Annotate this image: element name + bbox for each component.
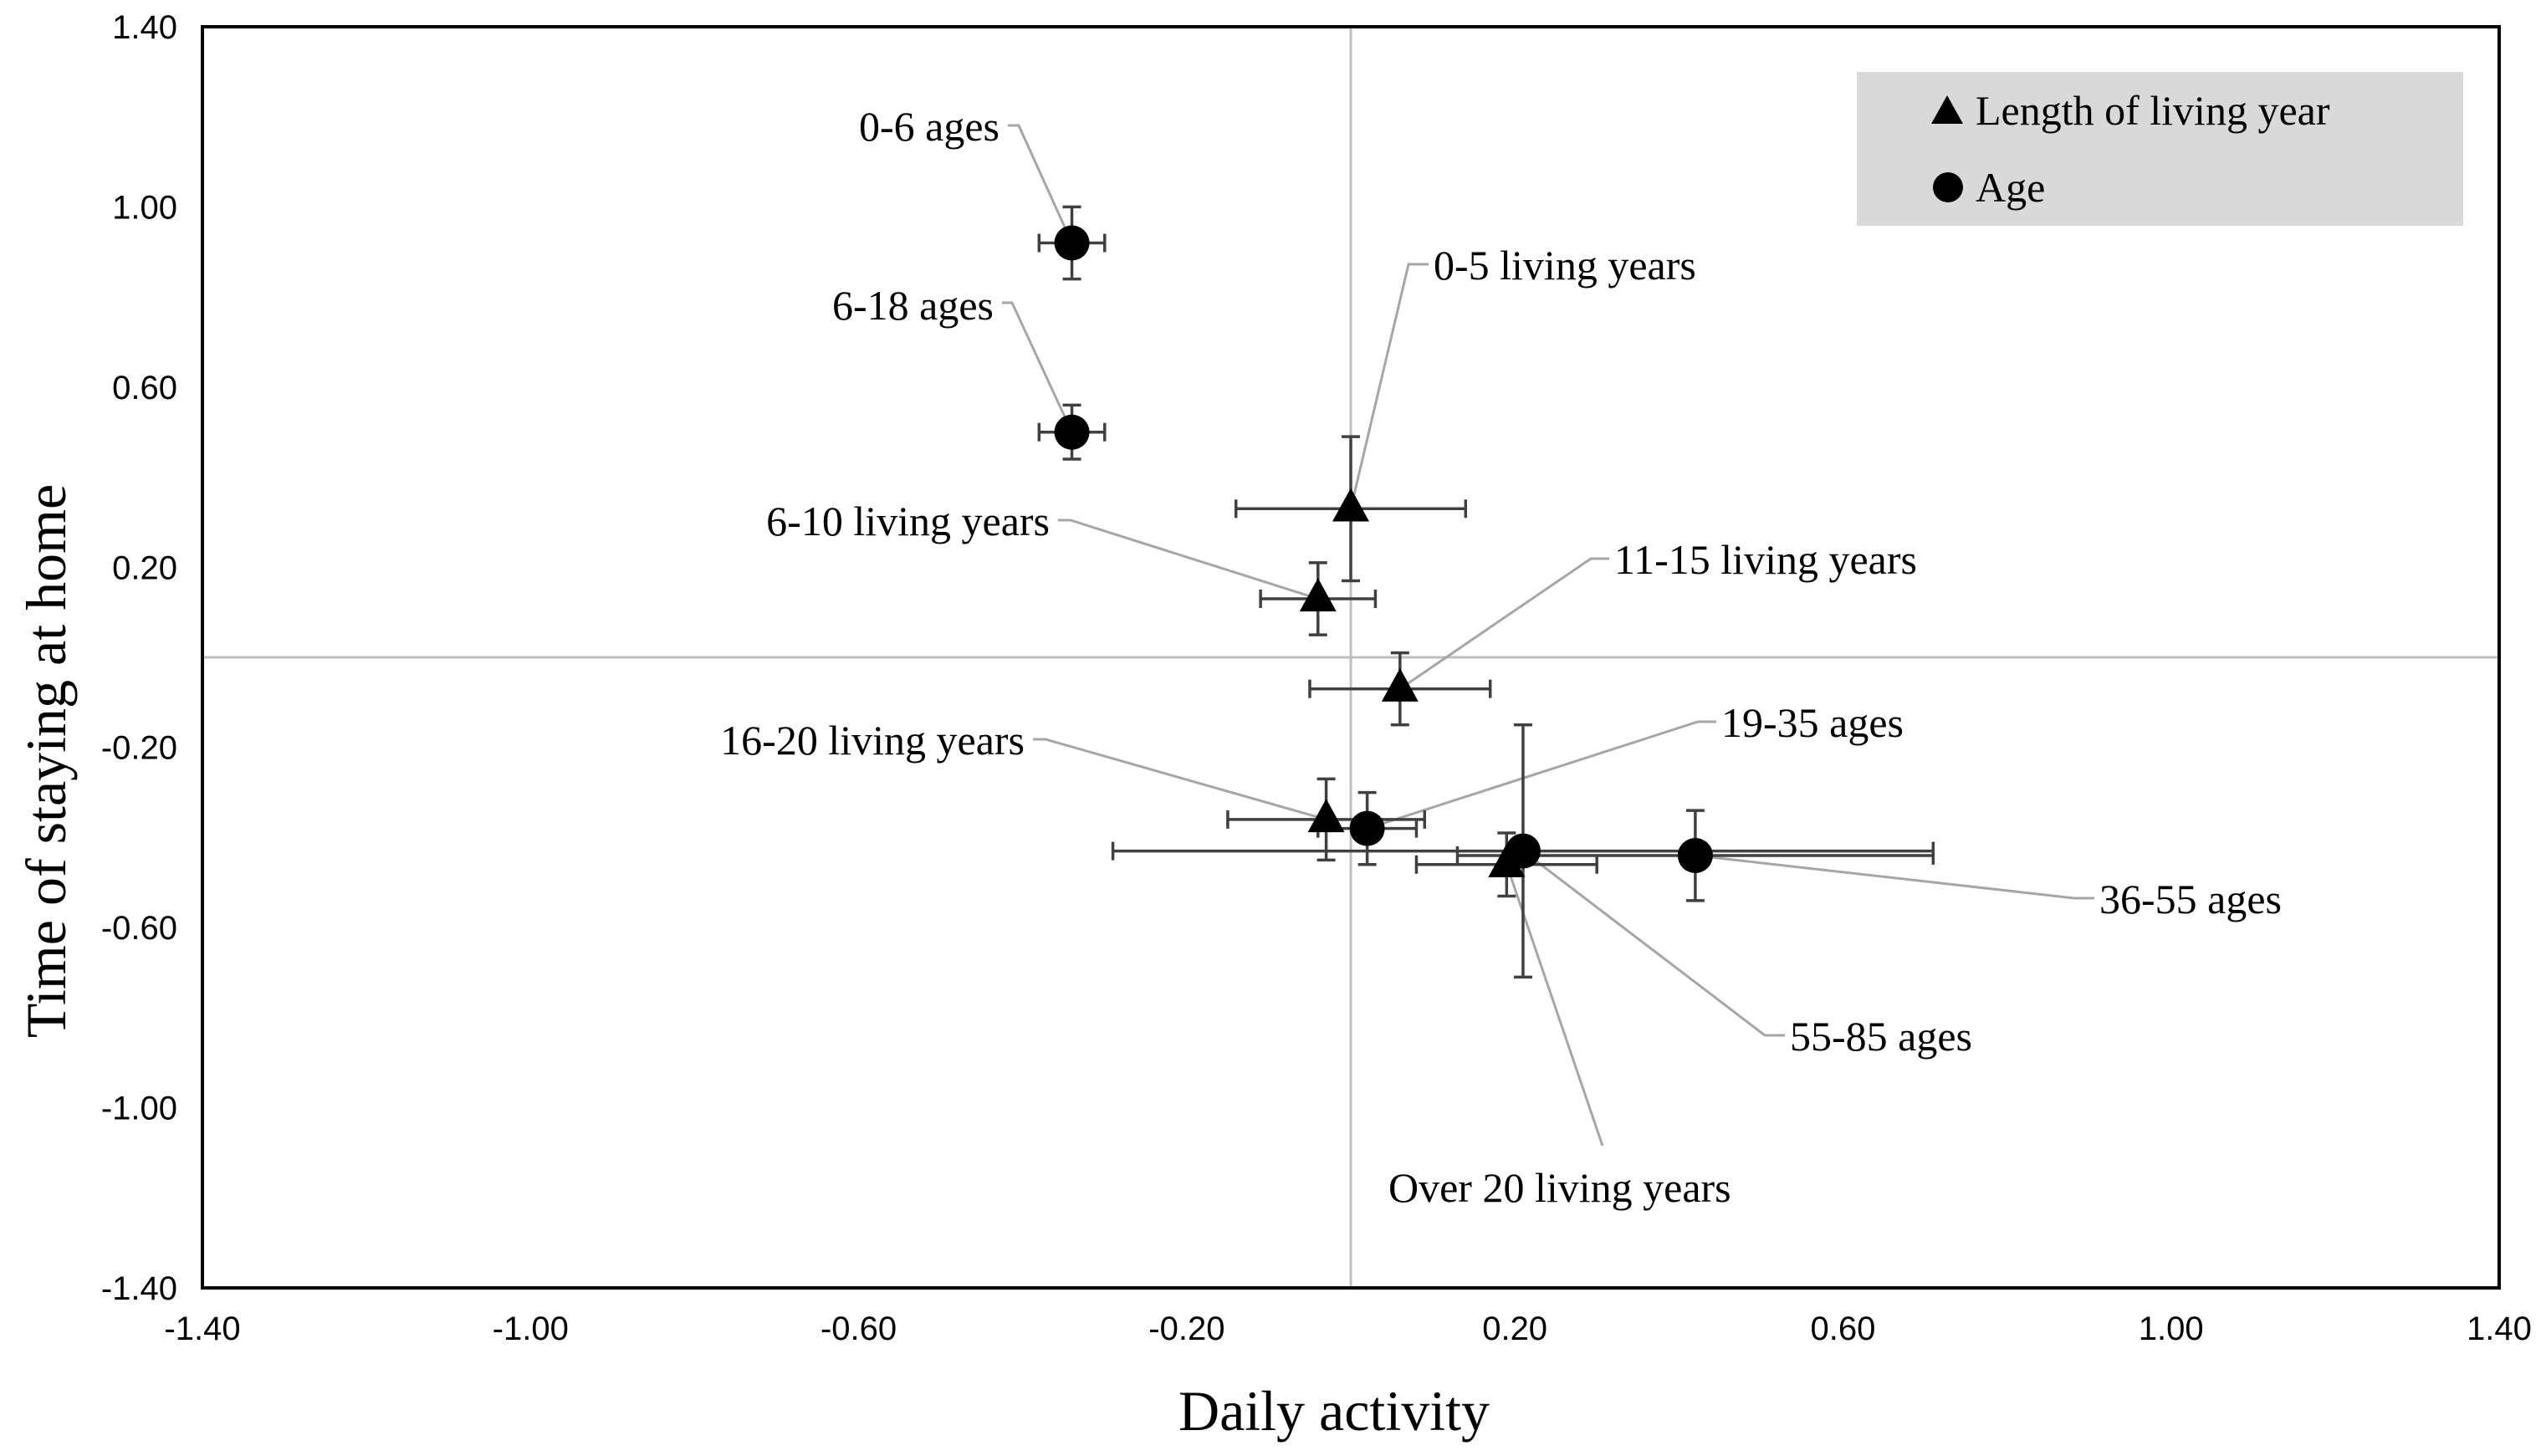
- circle-marker-19-35-ages: [1349, 810, 1385, 846]
- leader-line-6-18-ages: [1002, 301, 1073, 433]
- data-markers: [1054, 225, 1713, 877]
- x-tick-label: 1.40: [2467, 1310, 2532, 1347]
- circle-marker-55-85-ages: [1505, 833, 1541, 869]
- legend-triangle-icon: [1931, 95, 1963, 124]
- y-tick-label: -0.60: [101, 910, 177, 947]
- triangle-marker-16-20-living-years: [1307, 799, 1345, 833]
- y-axis-title: Time of staying at home: [14, 484, 78, 1038]
- triangle-marker-11-15-living-years: [1381, 667, 1419, 702]
- annotation-36-55-ages: 36-55 ages: [2099, 876, 2282, 922]
- leader-line-6-10-living-years: [1058, 519, 1319, 600]
- plot-frame: [201, 25, 2501, 1290]
- y-tick-label: -0.20: [101, 730, 177, 767]
- x-tick-label: -0.60: [821, 1310, 897, 1347]
- legend-label-age: Age: [1976, 164, 2045, 211]
- circle-marker-36-55-ages: [1677, 837, 1713, 873]
- legend-box: [1857, 72, 2463, 226]
- annotation-55-85-ages: 55-85 ages: [1790, 1013, 1972, 1060]
- legend-label-length-of-living-year: Length of living year: [1976, 87, 2330, 134]
- y-tick-label: 0.20: [112, 549, 177, 586]
- y-tick-label: -1.40: [101, 1270, 177, 1307]
- annotation-19-35-ages: 19-35 ages: [1721, 699, 1904, 746]
- leader-line-19-35-ages: [1367, 720, 1716, 830]
- annotation-leader-lines: [1002, 124, 2094, 1147]
- y-tick-label: 0.60: [112, 370, 177, 406]
- leader-line-11-15-living-years: [1398, 557, 1609, 690]
- triangle-marker-over-20-living-years: [1488, 843, 1526, 877]
- y-axis-ticks: 1.40 1.00 0.60 0.20 -0.20 -0.60 -1.00 -1.40: [101, 9, 177, 1307]
- triangle-marker-0-5-living-years: [1332, 488, 1369, 522]
- x-axis-ticks: -1.40 -1.00 -0.60 -0.20 0.20 0.60 1.00 1.40: [164, 1310, 2532, 1347]
- x-tick-label: -1.40: [164, 1310, 240, 1347]
- annotation-0-6-ages: 0-6 ages: [859, 103, 999, 150]
- leader-line-36-55-ages: [1695, 854, 2094, 900]
- x-tick-label: -1.00: [493, 1310, 569, 1347]
- annotation-16-20-living-years: 16-20 living years: [720, 717, 1025, 764]
- annotation-6-18-ages: 6-18 ages: [832, 282, 994, 329]
- leader-line-16-20-living-years: [1033, 738, 1327, 821]
- reference-lines: [202, 27, 2499, 1288]
- x-tick-label: 1.00: [2139, 1310, 2204, 1347]
- leader-line-0-5-living-years: [1349, 263, 1429, 509]
- annotation-11-15-living-years: 11-15 living years: [1614, 536, 1917, 583]
- triangle-marker-6-10-living-years: [1299, 578, 1337, 612]
- legend-circle-icon: [1933, 172, 1963, 202]
- y-tick-label: 1.40: [112, 9, 177, 46]
- x-tick-label: 0.60: [1810, 1310, 1875, 1347]
- circle-marker-0-6-ages: [1054, 225, 1090, 261]
- y-tick-label: 1.00: [112, 189, 177, 226]
- annotations: 0-6 ages 6-18 ages 0-5 living years 6-10 li…: [720, 103, 2282, 1211]
- leader-line-55-85-ages: [1522, 850, 1785, 1037]
- annotation-0-5-living-years: 0-5 living years: [1434, 242, 1696, 289]
- annotation-over-20-living-years: Over 20 living years: [1388, 1164, 1731, 1211]
- y-tick-label: -1.00: [101, 1091, 177, 1127]
- circle-marker-6-18-ages: [1054, 414, 1090, 450]
- x-tick-label: -0.20: [1148, 1310, 1224, 1347]
- legend: Length of living year Age: [1857, 72, 2463, 226]
- x-axis-title: Daily activity: [1178, 1379, 1490, 1443]
- annotation-6-10-living-years: 6-10 living years: [766, 498, 1050, 544]
- leader-line-0-6-ages: [1008, 124, 1073, 244]
- x-tick-label: 0.20: [1482, 1310, 1547, 1347]
